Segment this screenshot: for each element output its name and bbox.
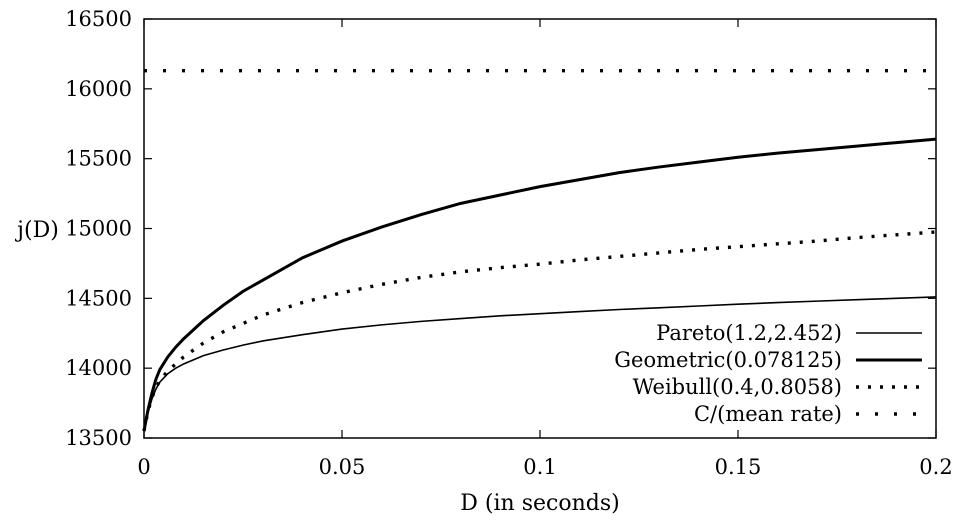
y-tick-label: 15500 <box>65 147 132 171</box>
y-tick-label: 16500 <box>65 7 132 31</box>
x-tick-label: 0.2 <box>919 455 952 479</box>
x-axis-ticks: 0 0.05 0.1 0.15 0.2 <box>137 19 953 479</box>
series-layer <box>142 68 937 432</box>
series-line-1 <box>142 137 937 432</box>
series-line-2 <box>142 230 937 432</box>
legend-label-0: Pareto(1.2,2.452) <box>656 321 842 345</box>
legend-label-2: Weibull(0.4,0.8058) <box>633 375 842 399</box>
legend-label-3: C/(mean rate) <box>694 402 842 426</box>
x-tick-label: 0.1 <box>523 455 556 479</box>
y-tick-label: 16000 <box>65 77 132 101</box>
x-tick-label: 0.15 <box>715 455 762 479</box>
series-line-0 <box>143 296 937 432</box>
legend: Pareto(1.2,2.452) Geometric(0.078125) Weib… <box>614 321 922 426</box>
y-tick-label: 15000 <box>65 217 132 241</box>
y-tick-label: 13500 <box>65 426 132 450</box>
y-tick-label: 14500 <box>65 286 132 310</box>
x-axis-label: D (in seconds) <box>460 491 619 516</box>
y-axis-label: j(D) <box>14 218 59 243</box>
y-tick-label: 14000 <box>65 356 132 380</box>
legend-label-1: Geometric(0.078125) <box>614 348 842 372</box>
y-axis-ticks: 13500 14000 14500 15000 15500 16000 16500 <box>65 7 936 450</box>
x-tick-label: 0 <box>137 455 150 479</box>
x-tick-label: 0.05 <box>319 455 366 479</box>
